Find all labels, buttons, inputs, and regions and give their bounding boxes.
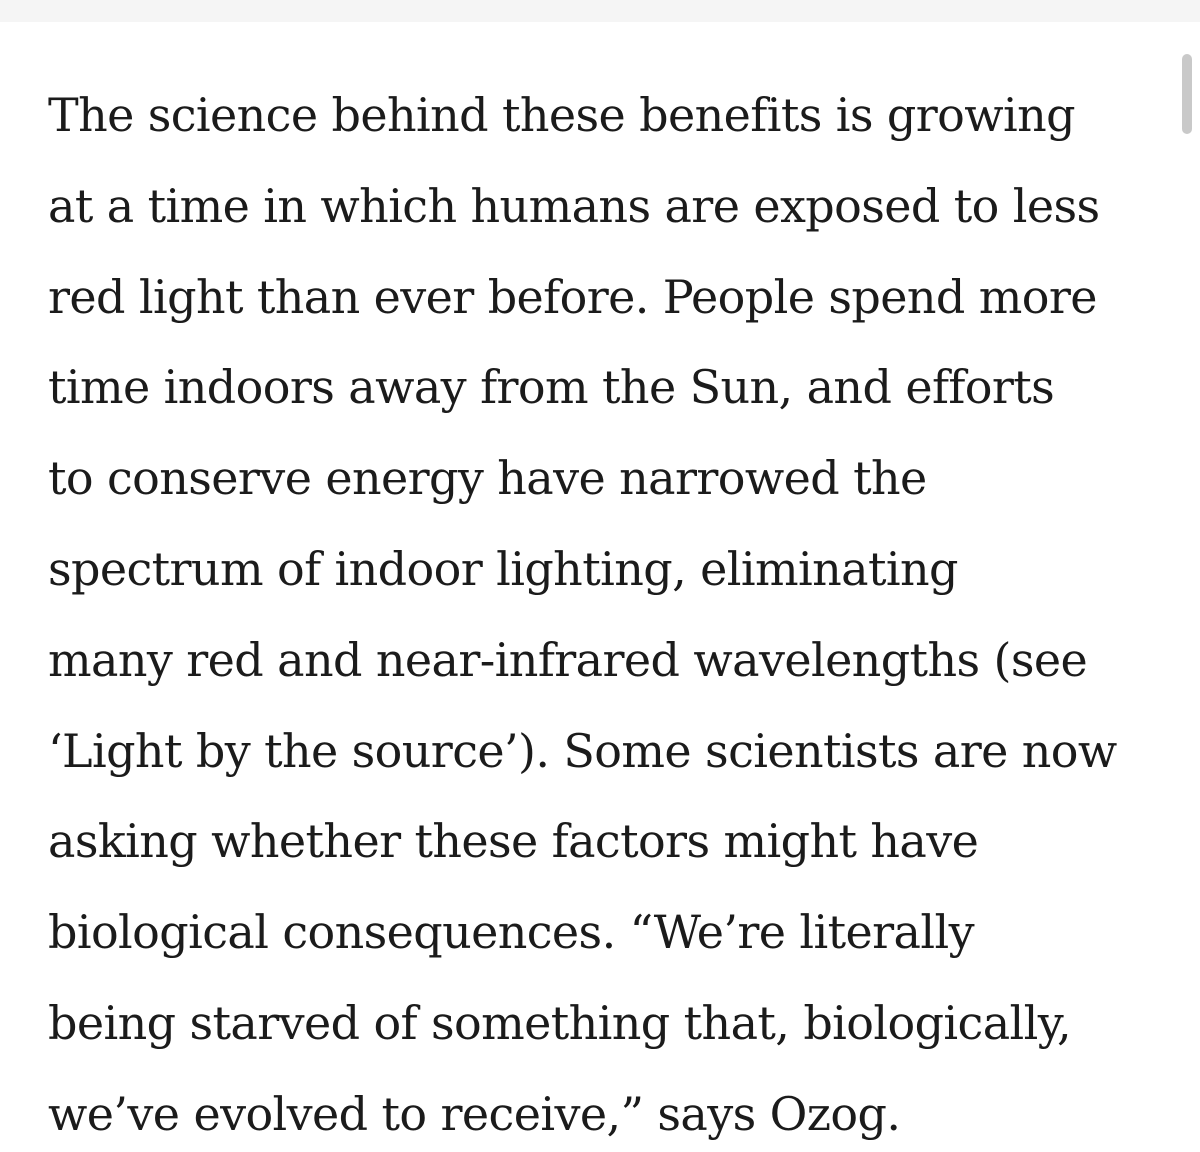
paragraph-line: we’ve evolved to receive,” says Ozog. <box>48 1086 901 1141</box>
paragraph-line: many red and near-infrared wavelengths (… <box>48 632 1088 687</box>
article-paragraph: The science behind these benefits is gro… <box>48 70 1158 1152</box>
paragraph-line: biological consequences. “We’re literall… <box>48 905 975 960</box>
paragraph-line: to conserve energy have narrowed the <box>48 451 927 506</box>
scrollbar-thumb[interactable] <box>1182 54 1192 134</box>
paragraph-line: The science behind these benefits is gro… <box>48 88 1076 142</box>
paragraph-line: red light than ever before. People spend… <box>48 269 1097 324</box>
top-bar <box>0 0 1200 22</box>
paragraph-line: asking whether these factors might have <box>48 814 979 869</box>
paragraph-line: at a time in which humans are exposed to… <box>48 178 1100 233</box>
paragraph-line: ‘Light by the source’). Some scientists … <box>48 723 1117 778</box>
paragraph-line: time indoors away from the Sun, and effo… <box>48 360 1055 415</box>
paragraph-line: spectrum of indoor lighting, eliminating <box>48 541 958 596</box>
scrollbar[interactable] <box>1174 22 1200 1152</box>
paragraph-line: being starved of something that, biologi… <box>48 995 1072 1050</box>
